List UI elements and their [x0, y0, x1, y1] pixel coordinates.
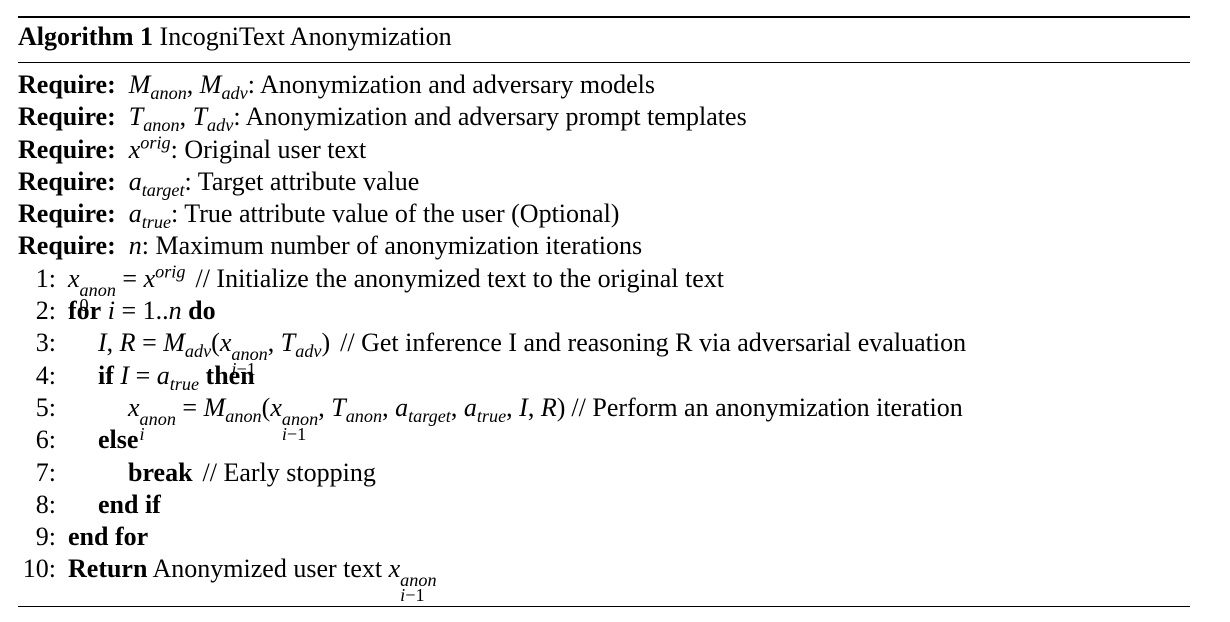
- algorithm-block: Algorithm 1 IncogniText Anonymization Re…: [18, 16, 1190, 607]
- require-text: : Target attribute value: [184, 166, 420, 196]
- require-line: Require: n: Maximum number of anonymizat…: [18, 230, 1190, 262]
- top-rule: [18, 16, 1190, 18]
- step-text: Anonymized user text: [152, 554, 383, 584]
- step-line: 7: break // Early stopping: [18, 457, 1190, 489]
- require-text: : Anonymization and adversary models: [247, 70, 655, 99]
- require-math: Tanon, Tadv: [122, 102, 234, 136]
- algorithm-caption: Algorithm 1 IncogniText Anonymization: [18, 18, 1190, 56]
- step-number: 7:: [35, 457, 56, 487]
- algorithm-body: Require: Manon, Madv: Anonymization and …: [18, 63, 1190, 606]
- step-line: 3: I, R = Madv(x anon i−1, Tadv) // Get infe…: [18, 327, 1190, 380]
- step-line: 5: x anon i = Manon(x anon i−1, Tanon, atarge…: [18, 392, 1190, 444]
- step-number: 8:: [35, 489, 56, 519]
- step-line: 4: if I = atrue then: [18, 360, 1190, 394]
- require-line: Require: atrue: True attribute value of …: [18, 198, 1190, 233]
- else-keyword: else: [98, 425, 139, 455]
- step-line: 9: end for: [18, 521, 1190, 553]
- step-math: i = 1..n: [107, 296, 182, 326]
- require-keyword: Require:: [18, 70, 116, 99]
- step-number: 9:: [35, 522, 56, 552]
- require-line: Require: Manon, Madv: Anonymization and …: [18, 69, 1190, 104]
- step-comment: // Early stopping: [202, 457, 376, 487]
- step-line: 8: end if: [18, 489, 1190, 521]
- require-math: atrue: [122, 199, 172, 233]
- require-text: : True attribute value of the user (Opti…: [171, 199, 620, 229]
- if-keyword: if: [98, 360, 114, 390]
- step-number: 2:: [35, 296, 56, 326]
- end-if-keyword: end if: [98, 489, 161, 519]
- step-math: I, R = Madv(x anon i−1, Tadv): [98, 328, 331, 380]
- require-math: n: [122, 231, 142, 261]
- step-line: 1: x anon 0 = xorig // Initialize the anonym…: [18, 261, 1190, 315]
- step-number: 10:: [22, 554, 56, 584]
- step-number: 1:: [35, 263, 56, 293]
- require-line: Require: xorig: Original user text: [18, 131, 1190, 166]
- return-keyword: Return: [68, 554, 148, 584]
- require-line: Require: atarget: Target attribute value: [18, 166, 1190, 201]
- break-keyword: break: [128, 457, 193, 487]
- step-line: 10: Return Anonymized user text x anon i−1: [18, 553, 1190, 606]
- require-keyword: Require:: [18, 134, 116, 164]
- step-math: x anon 0 = xorig: [68, 261, 186, 315]
- end-for-keyword: end for: [68, 522, 149, 552]
- then-keyword: then: [205, 360, 255, 390]
- algorithm-label: Algorithm 1: [18, 22, 154, 51]
- step-line: 2: for i = 1..n do: [18, 295, 1190, 327]
- step-comment: // Perform an anonymization iteration: [571, 392, 963, 422]
- require-keyword: Require:: [18, 199, 116, 229]
- step-number: 5:: [35, 392, 56, 422]
- step-number: 3:: [35, 328, 56, 358]
- step-line: 6: else: [18, 424, 1190, 456]
- step-number: 4:: [35, 360, 56, 390]
- require-keyword: Require:: [18, 166, 116, 196]
- step-math: x anon i = Manon(x anon i−1, Tanon, atarget,…: [128, 392, 566, 444]
- step-comment: // Get inference I and reasoning R via a…: [340, 328, 967, 358]
- algorithm-title: IncogniText Anonymization: [159, 22, 452, 51]
- require-keyword: Require:: [18, 231, 116, 261]
- for-keyword: for: [68, 296, 102, 326]
- do-keyword: do: [188, 296, 216, 326]
- require-text: : Anonymization and adversary prompt tem…: [233, 102, 747, 132]
- require-text: : Maximum number of anonymization iterat…: [141, 231, 643, 261]
- caption-rule: [18, 62, 1190, 63]
- step-number: 6:: [35, 425, 56, 455]
- require-keyword: Require:: [18, 102, 116, 132]
- require-line: Require: Tanon, Tadv: Anonymization and …: [18, 101, 1190, 136]
- step-comment: // Initialize the anonymized text to the…: [195, 263, 724, 293]
- bottom-rule: [18, 605, 1190, 607]
- step-math: I = atrue: [120, 360, 200, 394]
- require-math: Manon, Madv: [122, 70, 248, 104]
- require-text: : Original user text: [170, 134, 367, 164]
- require-math: atarget: [122, 166, 185, 201]
- require-math: xorig: [122, 131, 171, 164]
- step-math: x anon i−1: [388, 554, 437, 606]
